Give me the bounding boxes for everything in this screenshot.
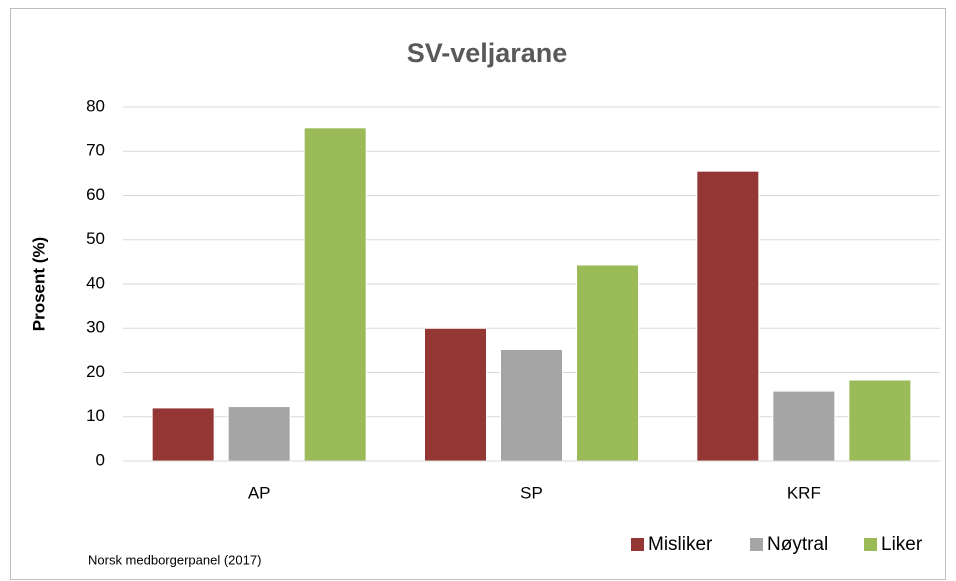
x-tick-label: KRF [787, 483, 821, 502]
bar [772, 390, 836, 462]
legend-label: Misliker [648, 534, 713, 555]
y-tick-label: 70 [86, 141, 105, 160]
bar [500, 348, 563, 462]
bar [696, 170, 760, 462]
legend-label: Liker [881, 534, 923, 555]
y-tick-label: 80 [86, 96, 105, 115]
y-tick-label: 40 [86, 273, 105, 292]
bar [848, 379, 912, 462]
legend-label: Nøytral [767, 534, 828, 555]
legend-swatch [864, 538, 877, 551]
x-tick-label: AP [248, 483, 271, 502]
bar [227, 406, 291, 462]
bar [151, 407, 215, 462]
y-tick-label: 20 [86, 362, 105, 381]
y-tick-label: 60 [86, 185, 105, 204]
chart-border [10, 8, 946, 580]
y-tick-label: 10 [86, 406, 105, 425]
chart-title: SV-veljarane [407, 38, 568, 68]
x-tick-label: SP [520, 483, 543, 502]
bar [424, 327, 487, 462]
legend-swatch [750, 538, 763, 551]
y-tick-label: 0 [96, 450, 105, 469]
source-note: Norsk medborgerpanel (2017) [88, 552, 261, 567]
y-tick-label: 30 [86, 318, 105, 337]
bar [303, 127, 367, 462]
bar [576, 264, 639, 462]
legend-swatch [631, 538, 644, 551]
y-axis-label: Prosent (%) [29, 237, 48, 331]
y-tick-label: 50 [86, 229, 105, 248]
